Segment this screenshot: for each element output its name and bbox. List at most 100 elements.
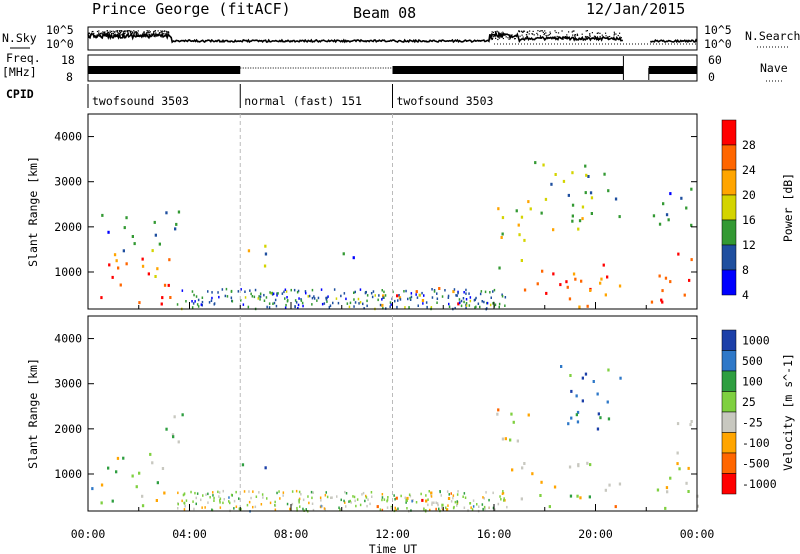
nsky-dot [585, 30, 587, 32]
velocity-cell [195, 496, 197, 500]
power-cell [404, 306, 406, 309]
power-cell [407, 297, 409, 301]
power-cell [370, 292, 373, 295]
nsky-dot [93, 35, 95, 37]
velocity-cell [194, 491, 196, 495]
nsky-dot [571, 31, 573, 33]
velocity-cell [441, 507, 444, 511]
power-cell [536, 282, 539, 286]
power-cell [357, 297, 360, 301]
nsky-dot [114, 33, 116, 35]
power-cell [378, 294, 380, 297]
nsky-dot [160, 34, 163, 36]
nsky-dot [165, 35, 167, 37]
power-cell [571, 203, 575, 207]
power-cell [458, 298, 461, 301]
nsky-dot [495, 32, 497, 34]
nsky-dot [101, 33, 104, 35]
power-cell [565, 280, 568, 284]
power-cell [500, 236, 503, 239]
velocity-cell [331, 496, 333, 499]
nsky-dot [93, 34, 96, 36]
power-cell [284, 297, 286, 300]
time-tick-label: 00:00 [71, 527, 106, 541]
nsky-dot [119, 30, 121, 33]
velocity-cell [100, 483, 104, 487]
power-cell [274, 298, 277, 302]
power-cell [425, 301, 428, 304]
velocity-cell [274, 500, 276, 504]
velocity-cell [367, 498, 369, 501]
power-cell [542, 163, 545, 167]
nsearch-label: N.Search [745, 29, 800, 43]
velocity-cell [516, 439, 519, 443]
velocity-cell [228, 496, 230, 499]
power-cell [571, 171, 574, 175]
nsky-dot [606, 37, 608, 40]
power-cell [680, 196, 683, 200]
power-cell [650, 300, 654, 304]
velocity-cell [324, 494, 327, 497]
velocity-cell [501, 492, 504, 495]
velocity-cell [502, 490, 504, 493]
velocity-cell [502, 492, 505, 495]
nsky-dot [549, 37, 551, 39]
velocity-cell [386, 506, 389, 509]
power-cell [433, 290, 436, 293]
power-colorbar-title: Power [dB] [781, 173, 795, 242]
power-cell [207, 290, 209, 293]
velocity-cell [345, 492, 348, 495]
nsky-dot [93, 32, 95, 35]
velocity-cell [376, 505, 379, 509]
velocity-cell [379, 508, 382, 511]
nsky-dot [497, 38, 499, 41]
freq-tick-top: 18 [61, 53, 75, 67]
power-cell [688, 278, 691, 282]
nsky-dot [528, 33, 530, 35]
velocity-cell [279, 497, 281, 500]
power-cell [455, 294, 457, 297]
nsky-dot [518, 30, 520, 32]
velocity-cell [619, 376, 622, 380]
velocity-cell [463, 506, 466, 509]
nsky-dot [99, 32, 102, 35]
velocity-cell [523, 462, 526, 465]
power-cell [417, 304, 419, 307]
nsky-dot [613, 33, 616, 35]
nsky-dot [149, 31, 151, 33]
velocity-colorbar: 1000 500 100 25 -25 -100 -500 -1000 Velocity [m … [721, 329, 795, 495]
power-cell [545, 291, 548, 295]
velocity-cell [521, 466, 524, 470]
nsky-dot [565, 36, 567, 38]
power-cell [677, 252, 680, 256]
power-cell [113, 253, 117, 257]
power-cell [618, 284, 622, 288]
power-cell [390, 303, 392, 306]
power-cell [253, 295, 256, 299]
velocity-cell [689, 423, 692, 427]
nsky-dot [499, 35, 501, 37]
nsky-dot [613, 36, 615, 38]
power-cell [343, 292, 346, 295]
nsky-dot [146, 32, 148, 34]
nsky-dot [109, 30, 111, 32]
nsky-dot [118, 34, 120, 36]
velocity-cell [195, 502, 197, 506]
power-cell [240, 288, 242, 291]
power-cell [201, 296, 204, 299]
nsky-dot [607, 38, 610, 40]
power-ytick-label: 4000 [54, 130, 82, 144]
power-cell [590, 212, 593, 215]
nsky-dot [575, 38, 577, 40]
nsky-dot [162, 30, 164, 32]
velocity-cell [282, 494, 284, 497]
velocity-cell [163, 491, 166, 495]
velocity-cell [570, 389, 573, 393]
power-cell [541, 269, 544, 273]
nsky-dot [91, 32, 93, 34]
velocity-cell [395, 496, 398, 500]
velocity-cell [452, 496, 454, 500]
power-cell [325, 298, 328, 301]
nsky-dot [565, 35, 567, 38]
velocity-cell [390, 505, 392, 509]
